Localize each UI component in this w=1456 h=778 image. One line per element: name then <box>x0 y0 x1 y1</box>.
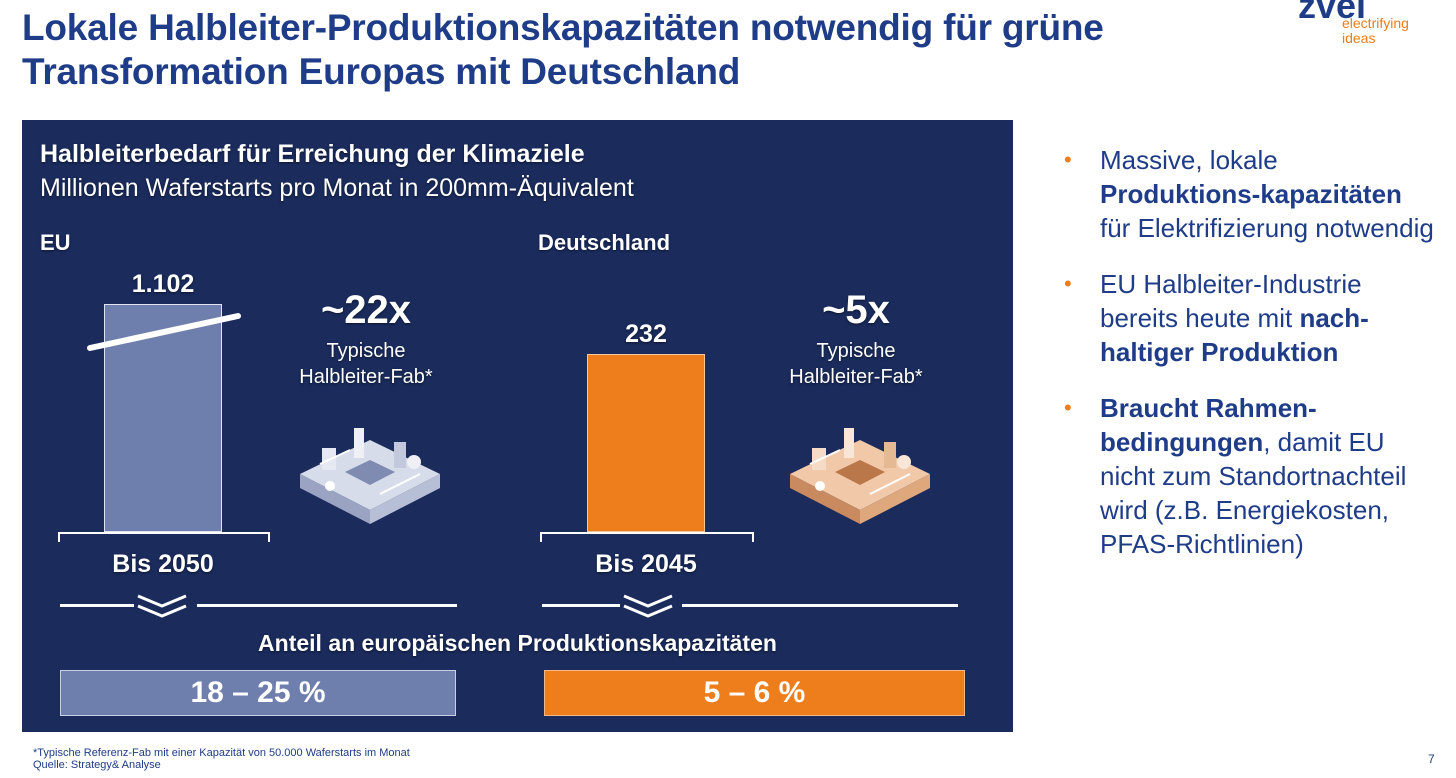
bullet-dot: • <box>1064 271 1072 296</box>
bullet-text: EU Halbleiter-Industrie bereits heute mi… <box>1100 269 1362 333</box>
bullet-dot: • <box>1064 395 1072 420</box>
logo-tagline: electrifying ideas <box>1342 15 1409 46</box>
divider-line-de-right <box>682 604 958 607</box>
slide-title: Lokale Halbleiter-Produktionskapazitäten… <box>22 6 1104 94</box>
value-label-eu: 1.102 <box>131 270 195 298</box>
zvei-logo: zvei electrifying ideas <box>1298 0 1448 48</box>
divider-line-eu-right <box>197 604 457 607</box>
category-label-eu: EU <box>40 230 71 255</box>
share-box-eu: 18 – 25 % <box>60 670 456 716</box>
axis-de <box>540 532 754 542</box>
bullet-dot: • <box>1064 147 1072 172</box>
footnote-line1: *Typische Referenz-Fab mit einer Kapazit… <box>33 747 410 759</box>
page-number: 7 <box>1428 752 1435 766</box>
chart-panel: Halbleiterbedarf für Erreichung der Klim… <box>22 120 1013 732</box>
bullet-text: , damit EU nicht zum Standortnachteil wi… <box>1100 427 1407 559</box>
bar-de <box>587 354 705 532</box>
key-points-list: • Massive, lokale Produktions-kapazitäte… <box>1064 143 1434 583</box>
chart-title: Halbleiterbedarf für Erreichung der Klim… <box>40 140 585 168</box>
share-title: Anteil an europäischen Produktionskapazi… <box>258 630 777 656</box>
bullet-item: • Braucht Rahmen-bedingungen, damit EU n… <box>1064 391 1434 561</box>
category-label-de: Deutschland <box>538 230 671 255</box>
slide-title-line2: Transformation Europas mit Deutschland <box>22 51 741 92</box>
axis-eu <box>58 532 270 542</box>
fab-chip-icon-de <box>790 428 930 524</box>
chevron-down-icon <box>623 594 673 618</box>
share-box-de: 5 – 6 % <box>544 670 965 716</box>
bullet-item: • Massive, lokale Produktions-kapazitäte… <box>1064 143 1434 245</box>
fab-label-de-line2: Halbleiter-Fab* <box>789 366 923 388</box>
bullet-text: Massive, lokale <box>1100 145 1278 175</box>
bullet-text: für Elektrifizierung notwendig <box>1100 213 1434 243</box>
bullet-text-bold: Produktions-kapazitäten <box>1100 179 1402 209</box>
axis-break-mark <box>87 313 241 351</box>
fab-label-de-line1: Typische <box>816 340 896 362</box>
period-label-de: Bis 2045 <box>595 550 697 578</box>
fab-chip-icon-eu <box>300 428 440 524</box>
footnote: *Typische Referenz-Fab mit einer Kapazit… <box>33 747 410 771</box>
multiplier-de: ~5x <box>822 288 890 332</box>
bullet-text-bold: Braucht Rahmen-bedingungen <box>1100 393 1317 457</box>
fab-label-eu-line1: Typische <box>326 340 406 362</box>
chevron-down-icon <box>137 594 187 618</box>
fab-label-eu-line2: Halbleiter-Fab* <box>299 366 433 388</box>
fab-label-de: Typische Halbleiter-Fab* <box>756 338 956 390</box>
chart-subtitle: Millionen Waferstarts pro Monat in 200mm… <box>40 174 634 202</box>
logo-mark: zvei <box>1298 0 1367 26</box>
multiplier-eu: ~22x <box>320 288 412 332</box>
bullet-text-bold: nach-haltiger Produktion <box>1100 303 1369 367</box>
period-label-eu: Bis 2050 <box>112 550 214 578</box>
value-label-de: 232 <box>625 320 667 348</box>
footnote-source: Quelle: Strategy& Analyse <box>33 759 161 771</box>
bullet-item: • EU Halbleiter-Industrie bereits heute … <box>1064 267 1434 369</box>
slide-title-line1: Lokale Halbleiter-Produktionskapazitäten… <box>22 7 1104 48</box>
divider-line-de-left <box>542 604 620 607</box>
divider-line-eu-left <box>60 604 134 607</box>
fab-label-eu: Typische Halbleiter-Fab* <box>266 338 466 390</box>
